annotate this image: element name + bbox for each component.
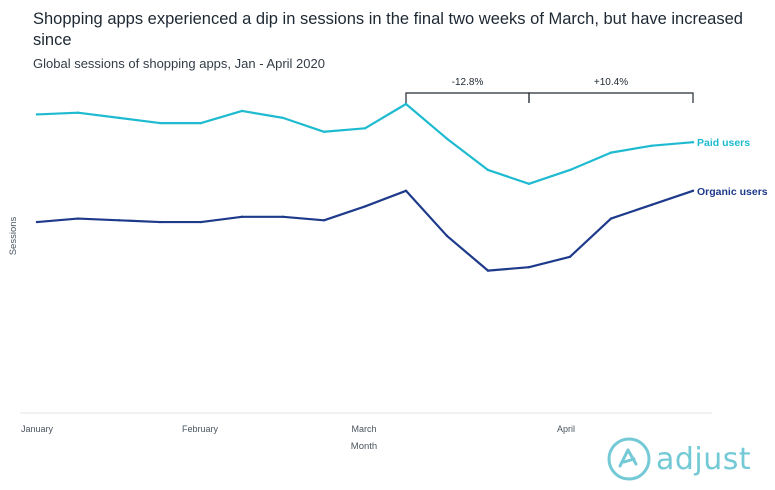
data-point-paid-users-1 bbox=[76, 111, 80, 114]
x-axis-label: Month bbox=[351, 441, 377, 452]
y-axis-label: Sessions bbox=[8, 216, 19, 255]
data-point-organic-users-1 bbox=[76, 217, 80, 220]
data-point-organic-users-16 bbox=[691, 189, 695, 192]
data-point-organic-users-9 bbox=[404, 189, 408, 192]
x-tick-label-january: January bbox=[21, 424, 54, 434]
x-tick-label-april: April bbox=[557, 424, 575, 434]
data-point-paid-users-8 bbox=[363, 127, 367, 130]
data-point-organic-users-5 bbox=[240, 215, 244, 219]
brand-name: adjust bbox=[656, 441, 752, 477]
data-point-organic-users-3 bbox=[158, 220, 162, 224]
data-point-organic-users-6 bbox=[281, 215, 285, 219]
data-point-paid-users-13 bbox=[568, 168, 572, 172]
chart-subtitle: Global sessions of shopping apps, Jan - … bbox=[33, 56, 325, 71]
brand-logo: adjust bbox=[606, 436, 751, 482]
annotation-label-1: +10.4% bbox=[594, 77, 628, 88]
data-point-paid-users-11 bbox=[486, 168, 490, 172]
data-point-organic-users-11 bbox=[486, 269, 490, 272]
annotation-bracket-0 bbox=[405, 92, 530, 103]
annotation-bracket-1 bbox=[528, 92, 694, 103]
adjust-logo-icon bbox=[607, 437, 651, 481]
data-point-paid-users-15 bbox=[650, 144, 654, 147]
data-point-organic-users-15 bbox=[650, 203, 654, 206]
data-point-organic-users-14 bbox=[609, 217, 613, 220]
data-point-paid-users-4 bbox=[199, 121, 203, 125]
series-label-paid-users: Paid users bbox=[697, 137, 750, 149]
x-tick-label-february: February bbox=[182, 424, 219, 434]
data-point-paid-users-12 bbox=[527, 182, 531, 186]
data-point-organic-users-12 bbox=[527, 265, 531, 269]
chart-title: Shopping apps experienced a dip in sessi… bbox=[33, 10, 743, 49]
data-point-paid-users-0 bbox=[35, 113, 39, 116]
data-point-paid-users-16 bbox=[691, 140, 695, 144]
data-point-organic-users-2 bbox=[117, 219, 121, 222]
data-point-organic-users-7 bbox=[322, 219, 326, 222]
data-point-organic-users-8 bbox=[363, 205, 367, 208]
annotation-label-0: -12.8% bbox=[452, 77, 484, 88]
data-point-paid-users-10 bbox=[445, 137, 449, 140]
data-point-organic-users-10 bbox=[445, 234, 449, 238]
data-point-paid-users-2 bbox=[117, 116, 121, 120]
data-point-paid-users-9 bbox=[404, 102, 408, 106]
x-tick-label-march: March bbox=[351, 424, 376, 434]
data-point-paid-users-3 bbox=[158, 121, 162, 125]
data-point-organic-users-0 bbox=[35, 220, 39, 224]
series-label-organic-users: Organic users bbox=[697, 186, 768, 198]
data-point-organic-users-4 bbox=[199, 220, 203, 224]
data-point-paid-users-6 bbox=[281, 116, 285, 120]
data-point-paid-users-5 bbox=[240, 109, 244, 113]
data-point-paid-users-14 bbox=[609, 151, 613, 154]
data-point-paid-users-7 bbox=[322, 130, 326, 133]
series-line-paid-users bbox=[35, 102, 695, 185]
data-point-organic-users-13 bbox=[568, 255, 572, 258]
series-line-organic-users bbox=[35, 189, 695, 272]
